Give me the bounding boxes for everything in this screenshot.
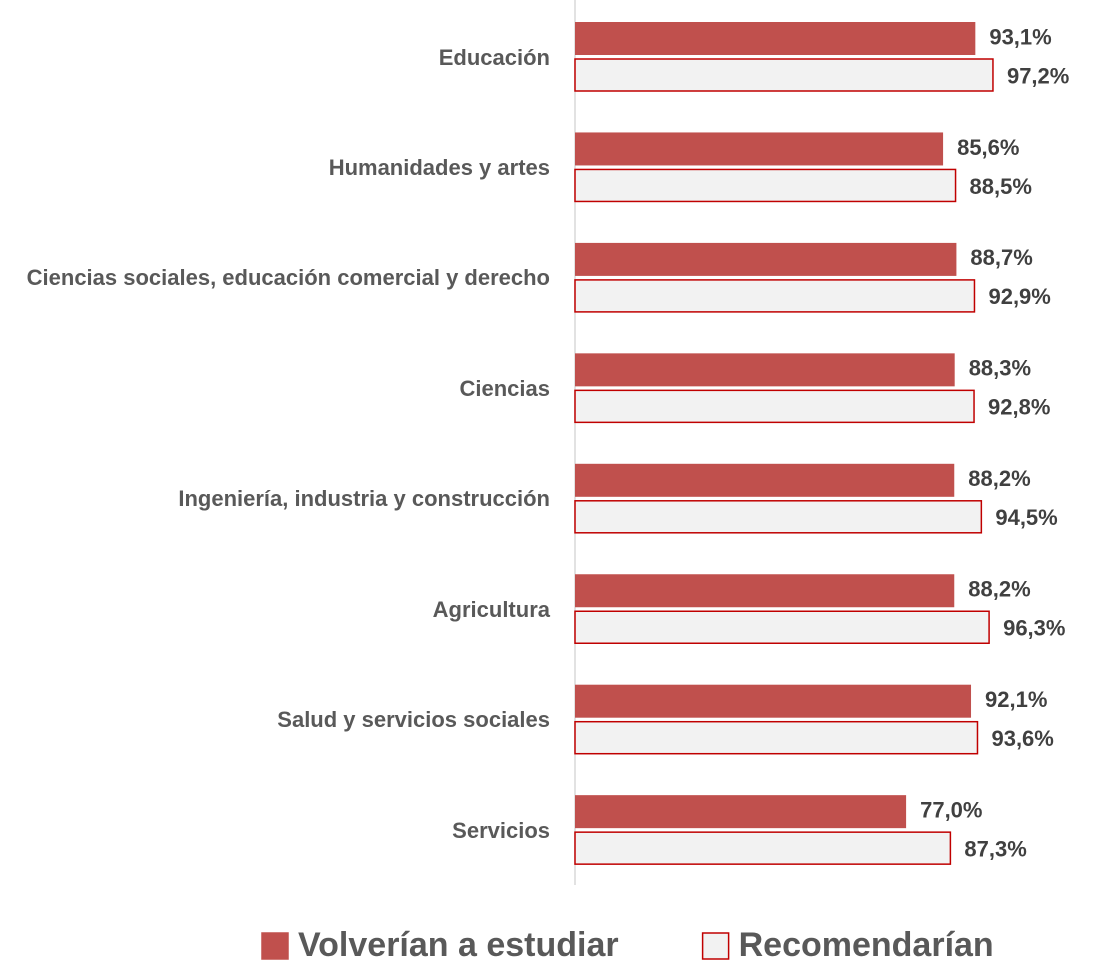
category-label-box: Ciencias sociales, educación comercial y… [10, 238, 550, 318]
category-label: Humanidades y artes [328, 154, 550, 180]
category-label-box: Salud y servicios sociales [10, 680, 550, 760]
category-label: Ciencias [459, 375, 551, 401]
legend-swatch [701, 932, 730, 960]
value-label: 88,5% [970, 174, 1032, 199]
bar [575, 463, 955, 497]
category-label: Ingeniería, industria y construcción [178, 486, 550, 512]
value-label: 77,0% [920, 797, 982, 822]
value-label: 92,9% [988, 284, 1050, 309]
bar [574, 610, 990, 644]
value-label: 92,1% [985, 687, 1047, 712]
legend-label: Volverían a estudiar [298, 926, 619, 964]
value-label: 92,8% [988, 395, 1050, 420]
value-label: 94,5% [995, 505, 1057, 530]
value-label: 88,7% [970, 245, 1032, 270]
bar [574, 720, 979, 755]
bar [574, 279, 976, 313]
category-label-box: Humanidades y artes [10, 127, 550, 207]
category-label-box: Ingeniería, industria y construcción [10, 459, 550, 539]
bar [574, 500, 983, 534]
category-label-box: Educación [10, 17, 550, 97]
category-label-box: Servicios [10, 790, 550, 870]
category-label: Salud y servicios sociales [277, 707, 550, 733]
category-label: Ciencias sociales, educación comercial y… [26, 265, 550, 291]
value-label: 85,6% [957, 135, 1019, 160]
value-label: 88,2% [968, 577, 1030, 602]
value-label: 93,1% [989, 24, 1051, 49]
bar [575, 132, 944, 166]
value-label: 93,6% [991, 726, 1053, 751]
value-label: 97,2% [1007, 63, 1069, 88]
bar [574, 58, 994, 92]
value-label: 87,3% [964, 836, 1026, 861]
bar [574, 168, 957, 203]
bar [574, 389, 975, 424]
legend-label: Recomendarían [739, 926, 994, 964]
value-label: 88,2% [968, 466, 1030, 491]
bar [575, 22, 976, 55]
category-label: Educación [438, 44, 550, 70]
value-label: 96,3% [1003, 616, 1065, 641]
bar [574, 831, 952, 865]
bar [575, 353, 955, 387]
bar [575, 684, 972, 718]
bar [575, 795, 907, 829]
category-label-box: Ciencias [10, 348, 551, 428]
bar [575, 574, 955, 608]
bar [575, 242, 957, 276]
category-label-box: Agricultura [10, 569, 550, 649]
legend-swatch [261, 932, 289, 960]
category-label: Servicios [452, 817, 550, 843]
value-label: 88,3% [969, 356, 1031, 381]
category-label: Agricultura [432, 596, 550, 622]
